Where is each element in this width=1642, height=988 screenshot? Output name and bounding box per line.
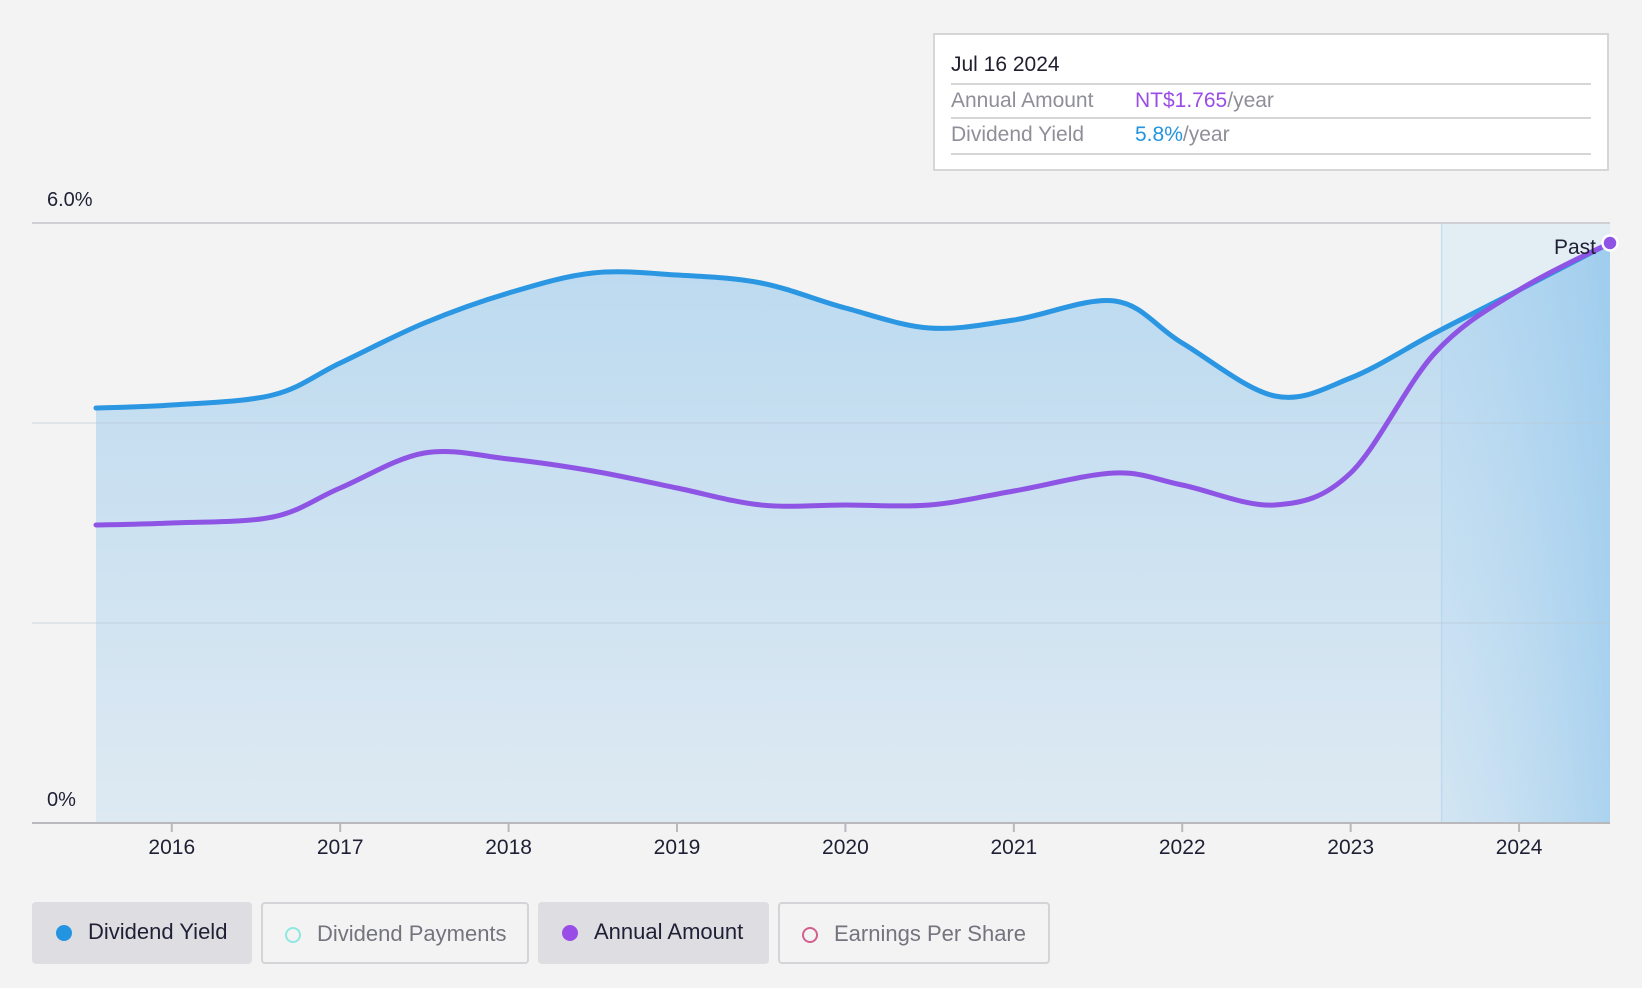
x-tick-label: 2024	[1496, 836, 1543, 859]
past-area-highlight	[1441, 243, 1610, 823]
x-tick-label: 2018	[485, 836, 532, 859]
tooltip-annual-amount-row: Annual Amount NT$1.765/year	[951, 83, 1591, 119]
dividend-yield-line	[93, 240, 1613, 411]
tooltip-dividend-yield-label: Dividend Yield	[951, 123, 1085, 146]
tooltip-dividend-yield-unit: /year	[1182, 123, 1230, 146]
tooltip-panel: Jul 16 2024 Annual Amount NT$1.765/year …	[933, 33, 1609, 171]
legend-dividend-payments-label: Dividend Payments	[317, 921, 507, 946]
tooltip-annual-amount-label: Annual Amount	[951, 89, 1094, 112]
legend-annual-amount-button[interactable]: Annual Amount	[538, 902, 769, 964]
x-tick-label: 2019	[654, 836, 701, 859]
dividend-yield-dot-icon	[56, 925, 72, 941]
x-tick-label: 2022	[1159, 836, 1206, 859]
dividend-yield-area	[96, 243, 1610, 823]
x-tick-label: 2017	[317, 836, 364, 859]
tooltip-annual-amount-value: NT$1.765	[1135, 89, 1228, 112]
tooltip-dividend-yield-row: Dividend Yield 5.8%/year	[951, 117, 1591, 155]
past-label: Past	[1554, 236, 1596, 259]
legend-earnings-per-share-button[interactable]: Earnings Per Share	[778, 902, 1050, 964]
annual-amount-line	[93, 240, 1613, 528]
legend-dividend-payments-button[interactable]: Dividend Payments	[261, 902, 529, 964]
tooltip-dividend-yield: 5.8%/year	[1135, 123, 1230, 147]
tooltip-date: Jul 16 2024	[951, 53, 1060, 76]
y-tick-label-top: 6.0%	[47, 189, 93, 211]
earnings-per-share-circle-icon	[802, 927, 818, 943]
legend-dividend-yield-button[interactable]: Dividend Yield	[32, 902, 252, 964]
y-tick-label-bottom: 0%	[47, 789, 76, 811]
end-point-marker	[1601, 234, 1619, 252]
tooltip-annual-amount: NT$1.765/year	[1135, 89, 1274, 113]
x-tick-label: 2021	[990, 836, 1037, 859]
legend-dividend-yield-label: Dividend Yield	[88, 919, 228, 944]
legend-earnings-per-share-label: Earnings Per Share	[834, 921, 1026, 946]
x-tick-label: 2016	[148, 836, 195, 859]
annual-amount-dot-icon	[562, 925, 578, 941]
tooltip-dividend-yield-value: 5.8%	[1135, 123, 1183, 146]
x-tick-label: 2023	[1327, 836, 1374, 859]
legend-annual-amount-label: Annual Amount	[594, 919, 744, 944]
dividend-payments-circle-icon	[285, 927, 301, 943]
tooltip-annual-amount-unit: /year	[1227, 89, 1274, 112]
x-tick-label: 2020	[822, 836, 869, 859]
